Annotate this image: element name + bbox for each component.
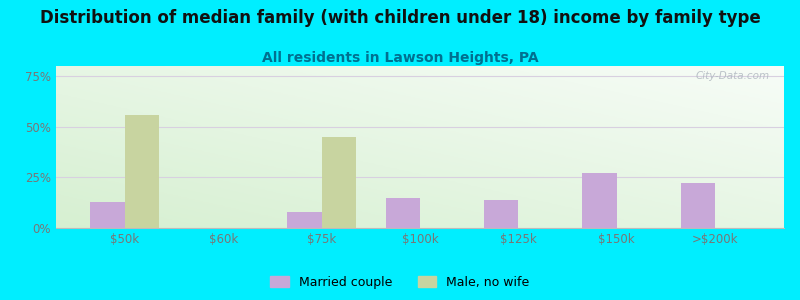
Bar bbox=[681, 183, 715, 228]
Text: Distribution of median family (with children under 18) income by family type: Distribution of median family (with chil… bbox=[40, 9, 760, 27]
Bar bbox=[322, 137, 356, 228]
Legend: Married couple, Male, no wife: Married couple, Male, no wife bbox=[266, 271, 534, 294]
Bar bbox=[125, 115, 159, 228]
Bar bbox=[582, 173, 617, 228]
Bar bbox=[484, 200, 518, 228]
Bar bbox=[90, 202, 125, 228]
Text: All residents in Lawson Heights, PA: All residents in Lawson Heights, PA bbox=[262, 51, 538, 65]
Text: City-Data.com: City-Data.com bbox=[695, 71, 770, 81]
Bar bbox=[287, 212, 322, 228]
Bar bbox=[386, 198, 420, 228]
